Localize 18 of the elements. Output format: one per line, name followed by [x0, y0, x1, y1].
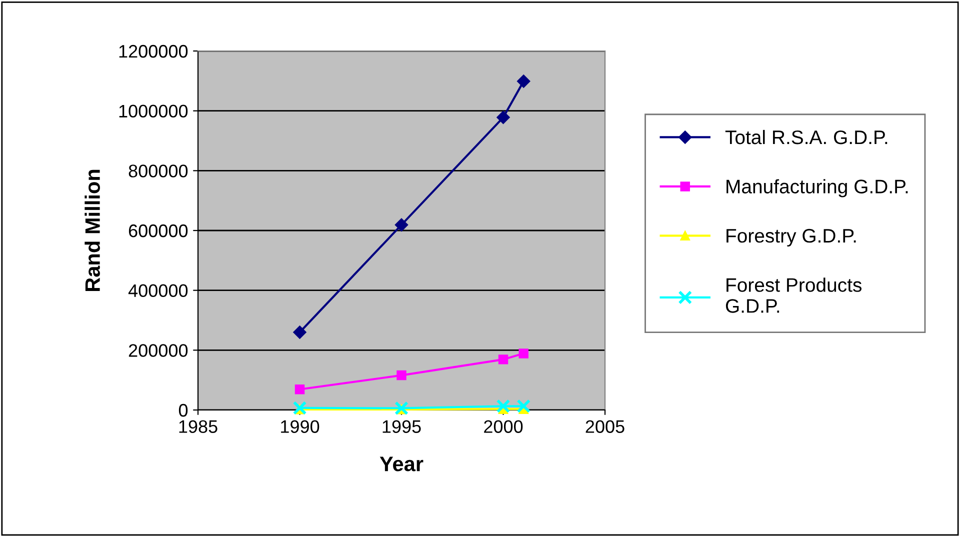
y-axis-title: Rand Million: [84, 170, 100, 292]
y-tick-label: 0: [178, 404, 188, 417]
legend-label: Total R.S.A. G.D.P.: [725, 130, 888, 144]
y-tick-label: 1000000: [119, 104, 188, 118]
x-tick-label: 2000: [484, 420, 523, 433]
y-tick-label: 1200000: [119, 44, 188, 58]
y-tick-label: 200000: [128, 344, 188, 357]
legend-label: Forestry G.D.P.: [726, 228, 856, 247]
x-tick-label: 1985: [179, 420, 218, 433]
x-axis-title: Year: [380, 456, 424, 472]
y-tick-label: 400000: [128, 284, 188, 298]
x-tick-label: 1995: [382, 420, 421, 433]
legend-label: Manufacturing G.D.P.: [726, 179, 908, 198]
legend-label: Forest Products G.D.P.: [726, 278, 862, 313]
y-tick-label: 800000: [128, 164, 188, 178]
x-tick-label: 2005: [586, 420, 624, 433]
x-tick-label: 1990: [281, 420, 320, 433]
y-tick-label: 600000: [128, 224, 188, 238]
